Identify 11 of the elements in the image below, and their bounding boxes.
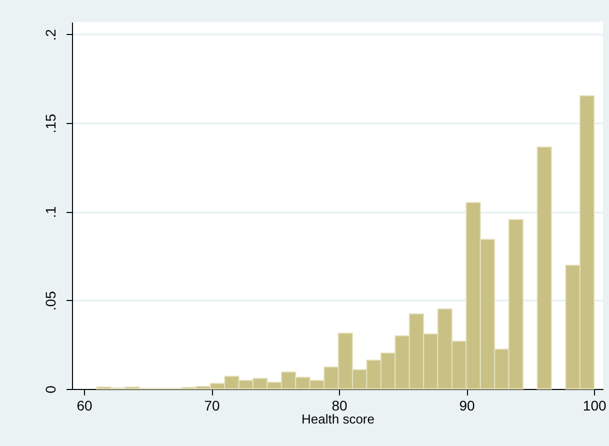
y-tick-label: .05: [42, 290, 58, 311]
y-tick-label: 0: [42, 385, 58, 394]
y-tick-label: .15: [42, 114, 58, 134]
x-tick-label: 100: [582, 398, 606, 414]
x-tick-label: 90: [459, 398, 476, 414]
x-tick-label: 60: [76, 398, 92, 414]
y-tick-label: .2: [42, 28, 58, 41]
x-tick-label: 70: [204, 398, 220, 414]
y-tick-label: .1: [42, 206, 58, 218]
x-axis-title: Health score: [302, 412, 374, 426]
x-tick-label: 80: [332, 398, 348, 414]
